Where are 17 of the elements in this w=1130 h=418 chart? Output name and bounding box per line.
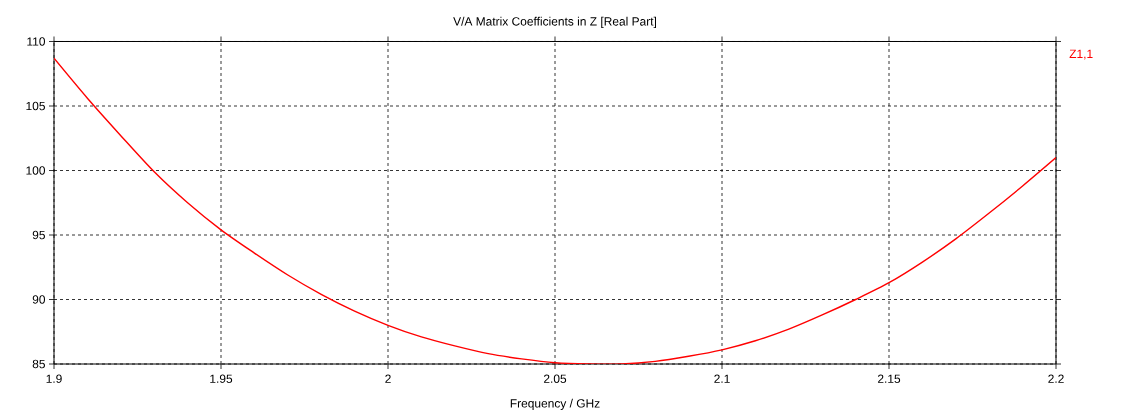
y-tick-label: 110 — [27, 37, 46, 46]
x-tick-label: 1.95 — [210, 374, 233, 383]
y-tick-label: 100 — [26, 166, 46, 175]
y-tick-label: 105 — [26, 101, 45, 111]
x-tick-label: 2 — [385, 374, 391, 383]
x-axis-title: Frequency / GHz — [510, 398, 600, 410]
y-tick-label: 95 — [32, 230, 45, 240]
x-tick-label: 2.2 — [1048, 374, 1064, 383]
text: Z1,1 — [1069, 49, 1093, 60]
x-tick-label: 2.15 — [877, 374, 901, 383]
line-series — [54, 57, 1056, 364]
y-tick-label: 85 — [32, 359, 45, 369]
x-tick-label: 1.9 — [46, 374, 62, 383]
x-tick-label: 2.1 — [714, 374, 730, 383]
y-tick-label: 90 — [32, 295, 46, 304]
chart-title: V/A Matrix Coefficients in Z [Real Part] — [453, 16, 656, 28]
x-tick-label: 2.05 — [543, 374, 567, 383]
